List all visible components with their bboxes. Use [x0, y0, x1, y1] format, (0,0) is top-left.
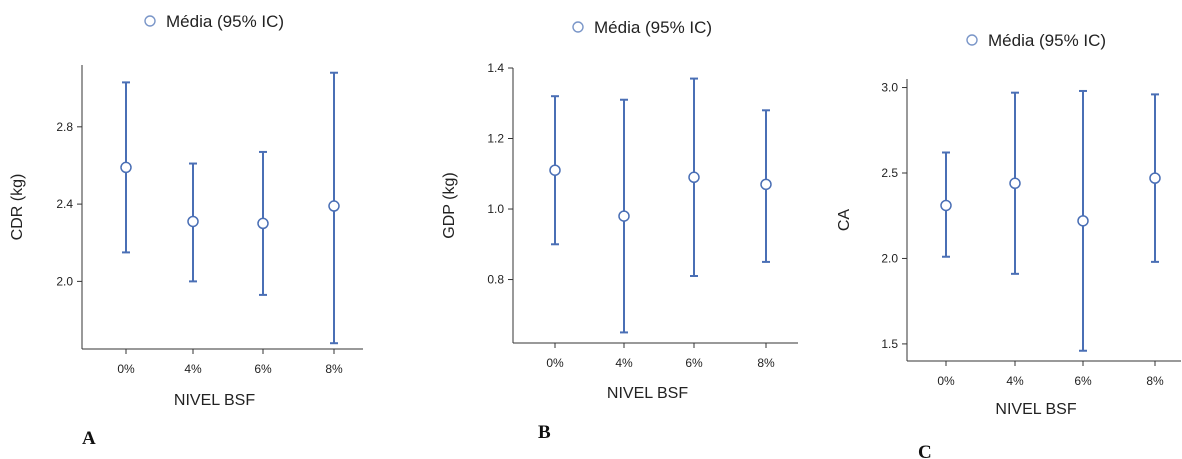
x-tick-label: 4% — [1006, 374, 1024, 388]
x-tick-label: 8% — [757, 356, 775, 370]
legend-label: Média (95% IC) — [988, 31, 1106, 50]
mean-point — [1009, 177, 1021, 190]
y-tick-label: 1.0 — [487, 202, 504, 216]
x-tick-label: 6% — [1074, 374, 1092, 388]
legend-marker — [966, 34, 978, 46]
y-axis-label: CDR (kg) — [9, 174, 26, 241]
x-tick-label: 0% — [937, 374, 955, 388]
y-tick-label: 2.0 — [56, 274, 73, 288]
x-tick-label: 0% — [117, 362, 135, 376]
mean-point — [940, 199, 952, 212]
legend-label: Média (95% IC) — [594, 18, 712, 37]
y-tick-label: 3.0 — [881, 81, 898, 95]
x-tick-label: 4% — [615, 356, 633, 370]
y-tick-label: 1.5 — [881, 337, 898, 351]
y-tick-label: 2.4 — [56, 197, 73, 211]
y-axis-label: GDP (kg) — [441, 172, 458, 238]
panel-letter: B — [538, 422, 551, 443]
x-tick-label: 8% — [1146, 374, 1164, 388]
x-axis-label: NIVEL BSF — [607, 385, 688, 402]
y-tick-label: 2.0 — [881, 251, 898, 265]
y-tick-label: 2.8 — [56, 120, 73, 134]
x-tick-label: 6% — [254, 362, 272, 376]
legend-marker — [144, 15, 156, 27]
mean-point — [549, 164, 561, 176]
mean-point — [328, 200, 340, 212]
mean-point — [120, 161, 132, 174]
mean-point — [688, 171, 700, 184]
x-tick-label: 6% — [685, 356, 703, 370]
x-tick-label: 4% — [184, 362, 202, 376]
y-axis-label: CA — [836, 209, 853, 232]
mean-point — [760, 178, 772, 191]
legend-marker — [572, 21, 584, 33]
x-tick-label: 0% — [546, 356, 564, 370]
y-tick-label: 1.2 — [487, 132, 504, 146]
mean-point — [618, 210, 630, 222]
x-axis-label: NIVEL BSF — [995, 401, 1076, 418]
mean-point — [1149, 172, 1161, 184]
x-tick-label: 8% — [325, 362, 343, 376]
mean-point — [1077, 215, 1089, 227]
y-tick-label: 1.4 — [487, 61, 504, 75]
mean-point — [257, 217, 269, 230]
x-axis-label: NIVEL BSF — [174, 392, 255, 409]
legend-label: Média (95% IC) — [166, 12, 284, 31]
panel-letter: A — [82, 428, 96, 449]
y-tick-label: 2.5 — [881, 166, 898, 180]
y-tick-label: 0.8 — [487, 273, 504, 287]
panel-letter: C — [918, 442, 932, 459]
mean-point — [187, 215, 199, 228]
